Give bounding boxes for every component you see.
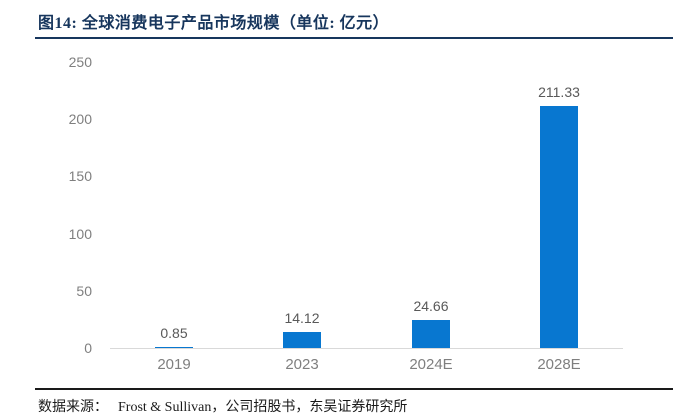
y-axis-tick-label: 100	[68, 225, 92, 242]
figure-title: 图14: 全球消费电子产品市场规模（单位: 亿元）	[38, 15, 390, 32]
x-axis-category-label: 2024E	[409, 356, 453, 373]
x-axis-category-label: 2023	[285, 356, 319, 373]
y-axis-tick-label: 200	[68, 111, 92, 128]
x-axis-category-label: 2028E	[537, 356, 581, 373]
bar-value-label: 0.85	[160, 325, 188, 341]
source-divider	[35, 388, 673, 390]
x-axis-category-label: 2019	[157, 356, 191, 373]
data-source: 数据来源： Frost & Sullivan，公司招股书，东吴证券研究所	[38, 396, 407, 416]
bar-2019	[155, 347, 193, 348]
bar-value-label: 14.12	[284, 310, 320, 326]
y-axis-tick-label: 250	[68, 54, 92, 70]
data-source-text: Frost & Sullivan，公司招股书，东吴证券研究所	[118, 400, 408, 415]
data-source-label: 数据来源：	[38, 400, 108, 415]
bar-value-label: 211.33	[538, 84, 580, 100]
y-axis-tick-label: 50	[76, 282, 92, 299]
bar-2028E	[540, 106, 578, 348]
bar-chart: 0 50 100 150 200 250 0.85 2019 14.12 2023 24.66 202…	[0, 46, 693, 376]
y-axis-tick-label: 0	[84, 340, 92, 356]
x-axis-line	[110, 348, 623, 349]
bar-2023	[283, 332, 321, 348]
y-axis-tick-label: 150	[68, 168, 92, 185]
bar-value-label: 24.66	[413, 298, 449, 314]
title-divider	[35, 37, 673, 39]
bar-2024E	[412, 320, 450, 348]
